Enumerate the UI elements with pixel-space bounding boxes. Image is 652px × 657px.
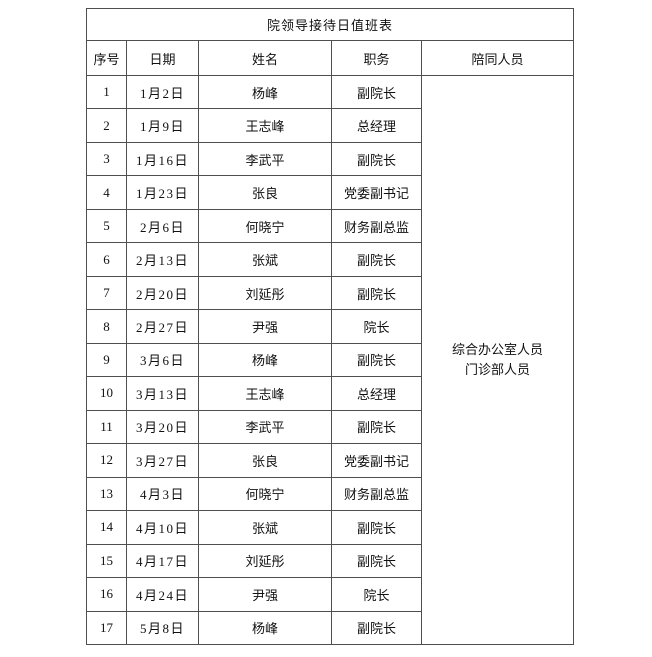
cell-no: 5 [86,208,127,244]
cell-date: 1月2日 [126,74,199,110]
cell-position: 院长 [331,577,422,612]
cell-name: 何晓宁 [198,476,332,512]
cell-no: 7 [86,275,127,311]
cell-date: 1月16日 [126,141,199,177]
cell-name: 尹强 [198,309,332,344]
table-row: 6 2月13日 张斌 副院长 [86,242,574,277]
cell-position: 副院长 [331,342,422,378]
cell-name: 刘延彤 [198,275,332,311]
cell-no: 14 [86,510,127,545]
duty-table: 院领导接待日值班表 序号 日期 姓名 职务 陪同人员 1 1月2日 杨峰 副院长… [86,8,574,645]
cell-no: 9 [86,342,127,378]
table-row: 17 5月8日 杨峰 副院长 [86,610,574,645]
cell-date: 4月3日 [126,476,199,512]
cell-name: 张良 [198,175,332,210]
title-row: 院领导接待日值班表 [86,8,574,41]
cell-date: 3月20日 [126,409,199,445]
cell-date: 1月23日 [126,175,199,210]
column-header-date: 日期 [126,40,199,76]
cell-position: 副院长 [331,141,422,177]
cell-position: 副院长 [331,543,422,579]
table-row: 10 3月13日 王志峰 总经理 [86,376,574,411]
cell-no: 10 [86,376,127,411]
cell-companion-merged: 综合办公室人员 门诊部人员 [421,75,574,645]
column-header-position: 职务 [331,40,422,76]
cell-no: 11 [86,409,127,445]
cell-date: 1月9日 [126,108,199,143]
table-row: 1 1月2日 杨峰 副院长 综合办公室人员 门诊部人员 [86,74,574,645]
cell-position: 党委副书记 [331,443,422,478]
cell-name: 王志峰 [198,376,332,411]
cell-name: 尹强 [198,577,332,612]
cell-date: 3月27日 [126,443,199,478]
cell-date: 4月10日 [126,510,199,545]
cell-date: 4月24日 [126,577,199,612]
column-header-no: 序号 [86,40,127,76]
cell-name: 何晓宁 [198,208,332,244]
cell-no: 13 [86,476,127,512]
cell-position: 总经理 [331,376,422,411]
cell-name: 杨峰 [198,610,332,645]
cell-no: 16 [86,577,127,612]
cell-no: 2 [86,108,127,143]
cell-position: 副院长 [331,74,422,110]
table-body: 1 1月2日 杨峰 副院长 综合办公室人员 门诊部人员 2 1月9日 王志峰 总经… [86,74,574,645]
cell-name: 张良 [198,443,332,478]
companion-line: 门诊部人员 [464,362,530,377]
table-row: 15 4月17日 刘延彤 副院长 [86,543,574,579]
cell-date: 3月13日 [126,376,199,411]
cell-date: 2月27日 [126,309,199,344]
cell-position: 副院长 [331,510,422,545]
cell-position: 副院长 [331,275,422,311]
cell-no: 8 [86,309,127,344]
cell-no: 17 [86,610,127,645]
cell-position: 财务副总监 [331,476,422,512]
cell-no: 3 [86,141,127,177]
cell-name: 王志峰 [198,108,332,143]
cell-no: 6 [86,242,127,277]
cell-name: 张斌 [198,242,332,277]
cell-position: 副院长 [331,242,422,277]
companion-line: 综合办公室人员 [451,342,543,357]
cell-no: 12 [86,443,127,478]
cell-date: 2月6日 [126,208,199,244]
cell-name: 刘延彤 [198,543,332,579]
table-row: 7 2月20日 刘延彤 副院长 [86,275,574,311]
cell-date: 2月13日 [126,242,199,277]
cell-name: 李武平 [198,141,332,177]
cell-name: 张斌 [198,510,332,545]
table-title: 院领导接待日值班表 [86,8,574,41]
table-row: 8 2月27日 尹强 院长 [86,309,574,344]
cell-no: 1 [86,74,127,110]
cell-position: 院长 [331,309,422,344]
column-header-companion: 陪同人员 [421,40,574,76]
column-header-name: 姓名 [198,40,332,76]
cell-date: 2月20日 [126,275,199,311]
cell-date: 3月6日 [126,342,199,378]
cell-position: 副院长 [331,610,422,645]
cell-date: 4月17日 [126,543,199,579]
cell-name: 杨峰 [198,74,332,110]
cell-name: 李武平 [198,409,332,445]
cell-date: 5月8日 [126,610,199,645]
cell-position: 副院长 [331,409,422,445]
cell-position: 总经理 [331,108,422,143]
table-row: 5 2月6日 何晓宁 财务副总监 [86,208,574,244]
table-row: 11 3月20日 李武平 副院长 [86,409,574,445]
table-row: 3 1月16日 李武平 副院长 [86,141,574,177]
cell-name: 杨峰 [198,342,332,378]
cell-no: 15 [86,543,127,579]
cell-no: 4 [86,175,127,210]
table-row: 13 4月3日 何晓宁 财务副总监 [86,476,574,512]
table-row: 9 3月6日 杨峰 副院长 [86,342,574,378]
table-row: 16 4月24日 尹强 院长 [86,577,574,612]
table-row: 4 1月23日 张良 党委副书记 [86,175,574,210]
cell-position: 党委副书记 [331,175,422,210]
header-row: 序号 日期 姓名 职务 陪同人员 [86,40,574,76]
cell-position: 财务副总监 [331,208,422,244]
